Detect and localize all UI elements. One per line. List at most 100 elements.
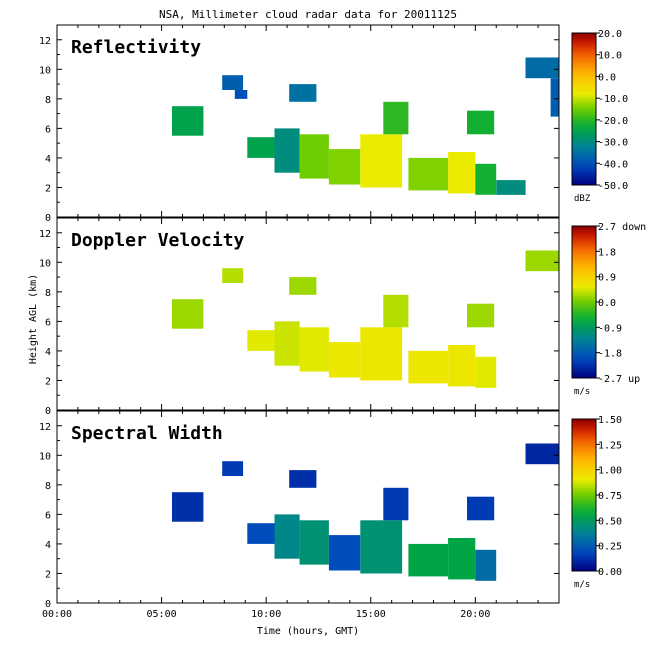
panel-reflectivity: Reflectivity 0 2 4 6 8 10 12 20.0 10.0 0.0 -10.0 -20…: [39, 24, 628, 224]
data-cell: [247, 330, 275, 351]
data-cell: [247, 137, 275, 158]
data-cell: [289, 470, 317, 488]
y-tick-label: 8: [45, 481, 51, 492]
data-cell: [328, 342, 361, 378]
data-cell: [289, 277, 317, 295]
data-cell: [172, 492, 204, 522]
y-tick-label: 10: [39, 65, 51, 76]
y-tick-label: 12: [39, 229, 51, 240]
x-tick-label: 00:00: [42, 609, 72, 620]
y-tick-label: 8: [45, 95, 51, 106]
data-cell: [496, 180, 526, 195]
y-tick-label: 4: [45, 347, 51, 358]
panel-label: Doppler Velocity: [71, 230, 245, 251]
data-cell: [448, 345, 476, 387]
data-cell: [274, 321, 300, 366]
colorbar-tick-label: -30.0: [598, 138, 628, 149]
colorbar-unit: m/s: [574, 387, 590, 397]
data-cell: [222, 75, 244, 90]
y-tick-label: 2: [45, 376, 51, 387]
y-tick-label: 2: [45, 183, 51, 194]
y-tick-label: 6: [45, 510, 51, 521]
colorbar-tick-label: 0.0: [598, 298, 616, 309]
y-tick-label: 4: [45, 154, 51, 165]
data-cell: [467, 496, 495, 521]
data-cell: [525, 57, 559, 79]
data-cell: [172, 106, 204, 136]
data-cell: [383, 101, 409, 135]
data-cell: [289, 84, 317, 102]
colorbar-tick-label: 1.00: [598, 466, 622, 477]
y-axis-label: Height AGL (km): [28, 274, 39, 364]
chart-title: NSA, Millimeter cloud radar data for 200…: [159, 8, 457, 21]
colorbar-tick-label: 0.9: [598, 273, 616, 284]
y-tick-label: 4: [45, 540, 51, 551]
panels: Reflectivity02468101220.010.00.0-10.0-20…: [39, 24, 646, 620]
y-tick-label: 8: [45, 288, 51, 299]
data-cell: [475, 356, 497, 388]
y-tick-label: 0: [45, 599, 51, 610]
y-tick-label: 10: [39, 451, 51, 462]
data-cell: [328, 535, 361, 571]
colorbar: [571, 225, 597, 379]
x-tick-label: 10:00: [251, 609, 281, 620]
colorbar-tick-label: -20.0: [598, 116, 628, 127]
data-cell: [408, 350, 449, 384]
colorbar-tick-label: 1.50: [598, 415, 622, 426]
data-cell: [360, 134, 403, 188]
colorbar-unit: m/s: [574, 580, 590, 590]
data-cell: [408, 543, 449, 577]
data-cell: [383, 487, 409, 521]
data-cell: [328, 149, 361, 185]
colorbar-tick-label: 10.0: [598, 51, 622, 62]
data-cell: [408, 157, 449, 191]
colorbar-tick-label: 0.25: [598, 542, 622, 553]
data-cell: [274, 128, 300, 173]
x-tick-label: 05:00: [147, 609, 177, 620]
data-cell: [299, 520, 329, 565]
data-cell: [467, 110, 495, 135]
colorbar: [571, 418, 597, 572]
data-cell: [475, 549, 497, 581]
colorbar-tick-label: 1.25: [598, 440, 622, 451]
y-tick-label: 0: [45, 213, 51, 224]
data-cell: [550, 78, 559, 117]
colorbar-tick-label: 0.00: [598, 567, 622, 578]
data-cell: [360, 327, 403, 381]
data-cell: [222, 268, 244, 283]
y-tick-label: 6: [45, 317, 51, 328]
data-cell: [299, 327, 329, 372]
colorbar-tick-label: 0.0: [598, 72, 616, 83]
data-cell: [383, 294, 409, 328]
data-cell: [247, 523, 275, 544]
x-axis-label: Time (hours, GMT): [257, 626, 359, 637]
colorbar-tick-label: -1.8: [598, 349, 622, 360]
colorbar-tick-label: 20.0: [598, 29, 622, 40]
y-tick-label: 0: [45, 406, 51, 417]
y-tick-label: 6: [45, 124, 51, 135]
data-cell: [467, 303, 495, 328]
colorbar-tick-label: -40.0: [598, 159, 628, 170]
colorbar-unit: dBZ: [574, 194, 591, 204]
x-tick-label: 15:00: [356, 609, 386, 620]
colorbar-tick-label: -2.7 up: [598, 374, 640, 385]
colorbar-tick-label: 0.50: [598, 516, 622, 527]
y-tick-label: 12: [39, 422, 51, 433]
data-cell: [448, 152, 476, 194]
data-cell: [234, 90, 248, 99]
data-cell: [525, 250, 559, 272]
data-cell: [274, 514, 300, 559]
panel-doppler-velocity: Doppler Velocity 0 2 4 6 8 10 12 2.7 down 1.8 0.9 0…: [39, 217, 646, 417]
data-cell: [172, 299, 204, 329]
data-cell: [448, 538, 476, 580]
data-cell: [475, 163, 497, 195]
y-tick-label: 12: [39, 36, 51, 47]
data-cell: [525, 443, 559, 465]
colorbar-tick-label: 1.8: [598, 247, 616, 258]
data-cell: [222, 461, 244, 476]
panel-label: Spectral Width: [71, 423, 223, 444]
panel-spectral-width: Spectral Width 0 2 4 6 8 10 12 1.50 1.25 1.00 0.75 0…: [39, 410, 622, 610]
colorbar-tick-label: -10.0: [598, 94, 628, 105]
colorbar-tick-label: 0.75: [598, 491, 622, 502]
